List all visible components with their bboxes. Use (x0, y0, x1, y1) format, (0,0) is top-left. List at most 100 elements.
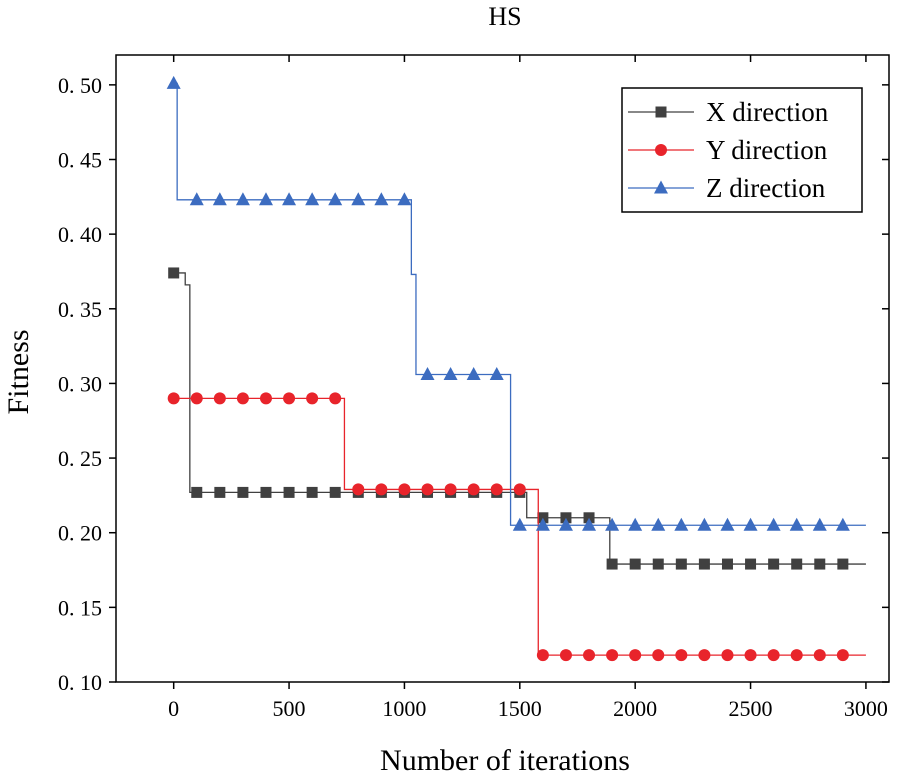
data-point (606, 558, 618, 570)
legend-swatch-marker (654, 180, 668, 194)
data-point (168, 267, 180, 279)
data-point (190, 392, 203, 405)
data-point (814, 558, 826, 570)
data-point (743, 517, 758, 531)
plot-frame (115, 54, 890, 683)
data-point (282, 192, 297, 206)
y-tick-label: 0. 30 (58, 371, 102, 396)
data-point (329, 486, 341, 498)
data-point (191, 486, 203, 498)
data-point (328, 192, 343, 206)
data-point (306, 392, 319, 405)
x-tick-label: 1000 (382, 696, 426, 721)
x-tick-label: 500 (273, 696, 306, 721)
data-point (767, 649, 780, 662)
data-point (352, 483, 365, 496)
data-point (675, 558, 687, 570)
data-point (720, 517, 735, 531)
data-point (558, 517, 573, 531)
data-point (283, 392, 296, 405)
data-point (237, 486, 249, 498)
data-point (837, 558, 849, 570)
data-point (214, 486, 226, 498)
series-y-direction (167, 392, 866, 662)
data-point (305, 192, 320, 206)
data-point (583, 649, 596, 662)
legend-entry: Z direction (628, 173, 826, 203)
data-point (189, 192, 204, 206)
data-point (559, 649, 572, 662)
data-point (397, 192, 412, 206)
x-tick-label: 0 (168, 696, 179, 721)
data-point (283, 486, 295, 498)
data-point (745, 558, 757, 570)
data-point (652, 649, 665, 662)
data-point (675, 649, 688, 662)
data-point (235, 192, 250, 206)
data-point (258, 192, 273, 206)
data-point (836, 649, 849, 662)
data-point (444, 483, 457, 496)
data-point (443, 366, 458, 380)
chart-title: HS (488, 2, 521, 31)
series-line (173, 82, 866, 526)
data-point (212, 192, 227, 206)
data-point (698, 558, 710, 570)
data-point (513, 483, 526, 496)
legend-label: Y direction (706, 135, 828, 165)
data-point (628, 517, 643, 531)
data-point (789, 517, 804, 531)
data-point (166, 75, 181, 89)
series-layer (166, 75, 866, 662)
data-point (374, 192, 389, 206)
x-tick-label: 3000 (844, 696, 888, 721)
data-point (721, 649, 734, 662)
data-point (791, 558, 803, 570)
series-z-direction (166, 75, 866, 531)
legend-entry: Y direction (628, 135, 828, 165)
y-tick-label: 0. 25 (58, 446, 102, 471)
data-point (605, 517, 620, 531)
data-point (489, 366, 504, 380)
data-point (167, 392, 180, 405)
data-point (259, 392, 272, 405)
y-tick-label: 0. 15 (58, 595, 102, 620)
legend-swatch-marker (655, 144, 667, 156)
data-point (697, 517, 712, 531)
y-tick-label: 0. 10 (58, 670, 102, 695)
data-point (420, 366, 435, 380)
x-tick-label: 1500 (498, 696, 542, 721)
legend-box (621, 87, 863, 213)
x-tick-label: 2500 (729, 696, 773, 721)
data-point (813, 649, 826, 662)
data-point (351, 192, 366, 206)
y-tick-label: 0. 35 (58, 297, 102, 322)
data-point (236, 392, 249, 405)
data-point (629, 558, 641, 570)
data-point (306, 486, 318, 498)
data-point (467, 483, 480, 496)
data-point (421, 483, 434, 496)
y-tick-label: 0. 40 (58, 222, 102, 247)
x-axis-label: Number of iterations (380, 744, 630, 775)
legend-entry: X direction (628, 97, 829, 127)
data-point (260, 486, 272, 498)
y-tick-label: 0. 20 (58, 521, 102, 546)
data-point (606, 649, 619, 662)
data-point (721, 558, 733, 570)
legend-swatch-marker (655, 106, 667, 118)
y-axis: 0. 10 0. 15 0. 20 0. 25 0. 30 0. 35 0. 40 0. 45… (58, 73, 889, 695)
data-point (768, 558, 780, 570)
legend-label: Z direction (706, 173, 826, 203)
data-point (674, 517, 689, 531)
data-point (744, 649, 757, 662)
legend: X direction Y direction Z direction (621, 87, 863, 213)
data-point (698, 649, 711, 662)
data-point (835, 517, 850, 531)
data-point (651, 517, 666, 531)
data-point (512, 517, 527, 531)
legend-label: X direction (706, 97, 829, 127)
data-point (213, 392, 226, 405)
y-tick-label: 0. 50 (58, 73, 102, 98)
